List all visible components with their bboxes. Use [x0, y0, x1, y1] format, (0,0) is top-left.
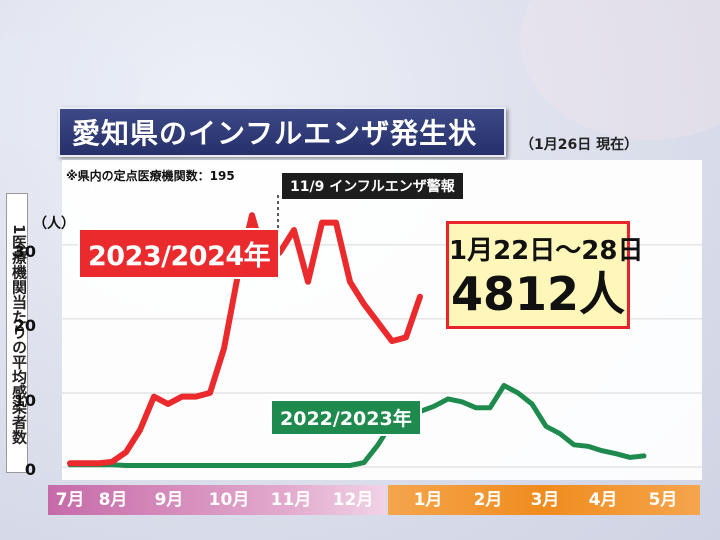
month-label: 3月	[530, 490, 560, 510]
callout-value: 4812人	[450, 267, 626, 321]
month-label: 10月	[208, 490, 250, 510]
y-tick-label: 20	[13, 316, 36, 335]
y-tick-label: 30	[13, 242, 36, 261]
month-label: 4月	[588, 490, 618, 510]
note-text: ※県内の定点医療機関数：195	[66, 169, 235, 183]
month-label: 8月	[98, 490, 128, 510]
month-label: 9月	[154, 490, 184, 510]
month-label: 2月	[473, 490, 503, 510]
series-line	[67, 383, 647, 468]
y-axis-unit: （人）	[33, 216, 75, 232]
y-tick-label: 10	[13, 391, 36, 410]
month-label: 5月	[648, 490, 678, 510]
callout-date-range: 1月22日〜28日	[449, 236, 644, 266]
month-band-next	[388, 485, 700, 515]
series-label-2022-2023: 2022/2023年	[270, 399, 422, 436]
series-label-2023-2024: 2023/2024年	[78, 228, 281, 279]
as-of-date: （1月26日 現在）	[520, 137, 639, 153]
month-label: 7月	[55, 490, 85, 510]
month-label: 1月	[413, 490, 443, 510]
month-label: 12月	[332, 490, 374, 510]
month-label: 11月	[270, 490, 312, 510]
warning-annotation: 11/9 インフルエンザ警報	[282, 173, 463, 199]
y-axis-label: 1医療機関当たりの平均感染者数	[6, 193, 28, 473]
weekly-count-callout: 1月22日〜28日 4812人	[446, 221, 644, 329]
month-band-current	[48, 485, 386, 515]
y-tick-label: 0	[24, 460, 36, 479]
